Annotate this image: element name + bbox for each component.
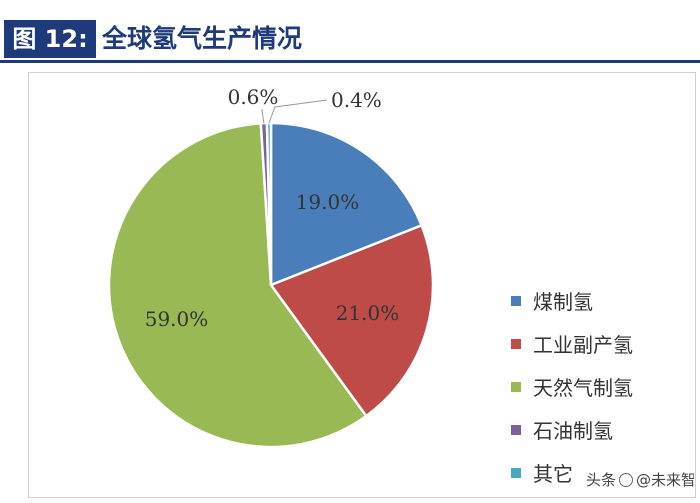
legend-item-coal: 煤制氢: [511, 279, 700, 322]
pie-slice-industrial-byproduct: [269, 223, 435, 418]
legend-label-coal: 煤制氢: [533, 290, 593, 314]
chart-legend: 煤制氢工业副产氢天然气制氢石油制氢其它: [511, 279, 700, 494]
legend-swatch-coal: [511, 295, 521, 306]
watermark-prefix: 头条: [586, 471, 617, 489]
figure-header: 图 12: 全球氢气生产情况: [0, 0, 700, 63]
leader-line-petroleum: [261, 109, 265, 124]
data-label-other: 0.4%: [331, 88, 382, 112]
legend-item-petroleum: 石油制氢: [511, 408, 700, 451]
figure-number-label: 图 12:: [4, 20, 96, 58]
watermark: 头条 @未来智库: [586, 464, 694, 496]
data-label-petroleum: 0.6%: [228, 85, 279, 109]
header-divider: [0, 60, 700, 63]
watermark-brand: @未来智库: [636, 471, 694, 489]
legend-swatch-industrial-byproduct: [511, 338, 521, 349]
legend-item-other: 其它: [511, 451, 700, 494]
watermark-logo-icon: [619, 472, 634, 487]
legend-label-natural-gas: 天然气制氢: [533, 376, 633, 400]
pie-chart: 19.0% 21.0% 59.0% 0.6% 0.4%: [107, 85, 435, 449]
data-label-coal: 19.0%: [296, 190, 360, 214]
leader-line-other: [268, 99, 328, 124]
legend-item-natural-gas: 天然气制氢: [511, 365, 700, 408]
pie-slice-natural-gas: [107, 121, 368, 449]
pie-slice-other: [265, 121, 273, 286]
legend-label-other: 其它: [533, 462, 573, 486]
data-label-natural-gas: 59.0%: [145, 307, 209, 331]
chart-frame: 19.0% 21.0% 59.0% 0.6% 0.4% 煤制氢工业副产氢天然气制氢石油制…: [28, 72, 696, 498]
legend-swatch-natural-gas: [511, 381, 521, 392]
data-label-industrial-byproduct: 21.0%: [336, 301, 400, 325]
pie-slice-coal: [269, 121, 424, 287]
legend-label-industrial-byproduct: 工业副产氢: [533, 333, 633, 357]
legend-label-petroleum: 石油制氢: [533, 419, 613, 443]
figure-title: 全球氢气生产情况: [102, 24, 303, 53]
legend-swatch-petroleum: [511, 424, 521, 435]
legend-swatch-other: [511, 467, 521, 478]
legend-item-industrial-byproduct: 工业副产氢: [511, 322, 700, 365]
